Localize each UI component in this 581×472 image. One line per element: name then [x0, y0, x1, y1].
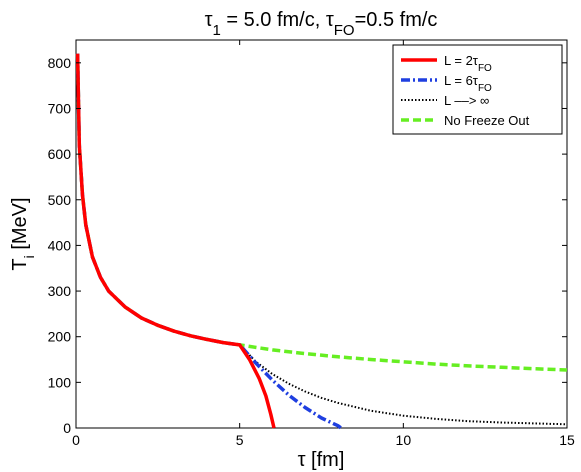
chart-title: τ1 = 5.0 fm/c, τFO=0.5 fm/c [205, 9, 438, 39]
x-axis: 0 5 10 15 [72, 40, 575, 448]
legend-label-3: No Freeze Out [444, 113, 530, 128]
y-tick-label: 0 [63, 420, 71, 436]
y-axis-label: Ti [MeV] [9, 197, 37, 270]
x-tick-label: 15 [559, 432, 575, 448]
x-tick-label: 0 [72, 432, 80, 448]
y-tick-label: 200 [48, 329, 72, 345]
y-tick-label: 100 [48, 374, 72, 390]
y-tick-label: 800 [48, 55, 72, 71]
y-tick-label: 300 [48, 283, 72, 299]
x-axis-label: τ [fm] [298, 449, 345, 471]
x-tick-label: 5 [236, 432, 244, 448]
y-axis: 0 100 200 300 400 500 600 700 800 [48, 55, 567, 436]
legend-label-2: L ––> ∞ [444, 93, 489, 108]
series-line-3 [75, 53, 276, 429]
y-tick-label: 400 [48, 237, 72, 253]
y-tick-label: 700 [48, 100, 72, 116]
legend-label-1: L = 6τFO [444, 73, 492, 94]
x-tick-label: 10 [396, 432, 412, 448]
y-tick-label: 500 [48, 192, 72, 208]
legend-label-0: L = 2τFO [444, 53, 492, 74]
series-layer [75, 53, 568, 430]
y-tick-label: 600 [48, 146, 72, 162]
